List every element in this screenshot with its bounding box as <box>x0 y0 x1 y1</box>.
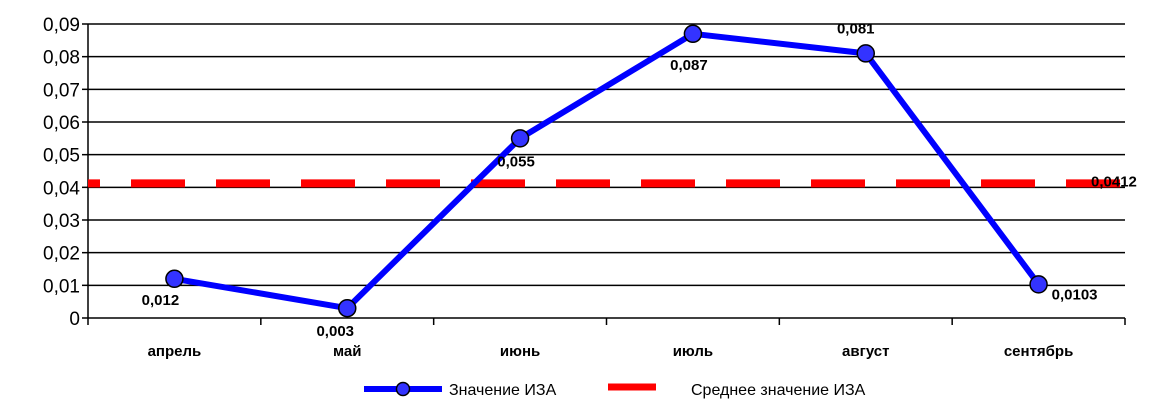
data-label: 0,003 <box>316 323 354 340</box>
data-label: 0,0103 <box>1052 286 1098 303</box>
legend-label: Среднее значение ИЗА <box>691 382 866 399</box>
data-point <box>1029 275 1048 294</box>
x-tick-label: апрель <box>148 343 202 360</box>
data-point <box>510 129 530 148</box>
data-point <box>165 269 184 289</box>
y-tick-label: 0 <box>69 309 80 330</box>
grid-lines <box>88 23 1125 287</box>
y-tick-label: 0,02 <box>43 244 80 265</box>
y-tick-label: 0,04 <box>43 178 80 199</box>
data-label: 0,012 <box>142 292 180 309</box>
data-label: 0,087 <box>670 57 708 74</box>
series-line-path <box>173 30 1041 312</box>
data-labels: 0,012 0,003 0,055 0,087 0,081 0,0103 0,0412 <box>142 20 1137 340</box>
y-tick-label: 0,09 <box>43 15 80 36</box>
legend: Значение ИЗА Среднее значение ИЗА <box>364 381 866 399</box>
x-tick-label: июль <box>673 343 713 360</box>
y-tick-label: 0,06 <box>43 113 80 134</box>
y-axis-ticks: 0 0,01 0,02 0,03 0,04 0,05 0,06 0,07 0,08 0,09 <box>43 15 88 330</box>
data-point <box>856 44 875 63</box>
x-tick-label: август <box>842 343 889 360</box>
x-tick-label: май <box>333 343 361 360</box>
average-data-label: 0,0412 <box>1091 173 1137 190</box>
data-label: 0,081 <box>837 20 875 37</box>
x-axis: апрель май июнь июль август сентябрь <box>87 24 1126 360</box>
x-tick-label: сентябрь <box>1004 343 1074 360</box>
data-label: 0,055 <box>497 153 535 170</box>
legend-label: Значение ИЗА <box>449 382 557 399</box>
y-tick-label: 0,03 <box>43 211 80 232</box>
data-point <box>338 298 357 318</box>
y-tick-label: 0,08 <box>43 48 80 69</box>
x-tick-label: июнь <box>500 343 540 360</box>
legend-marker-swatch <box>395 381 411 397</box>
data-point <box>683 24 703 44</box>
y-tick-label: 0,05 <box>43 146 80 167</box>
y-tick-label: 0,01 <box>43 276 80 297</box>
y-tick-label: 0,07 <box>43 80 80 101</box>
series-line <box>165 24 1048 318</box>
